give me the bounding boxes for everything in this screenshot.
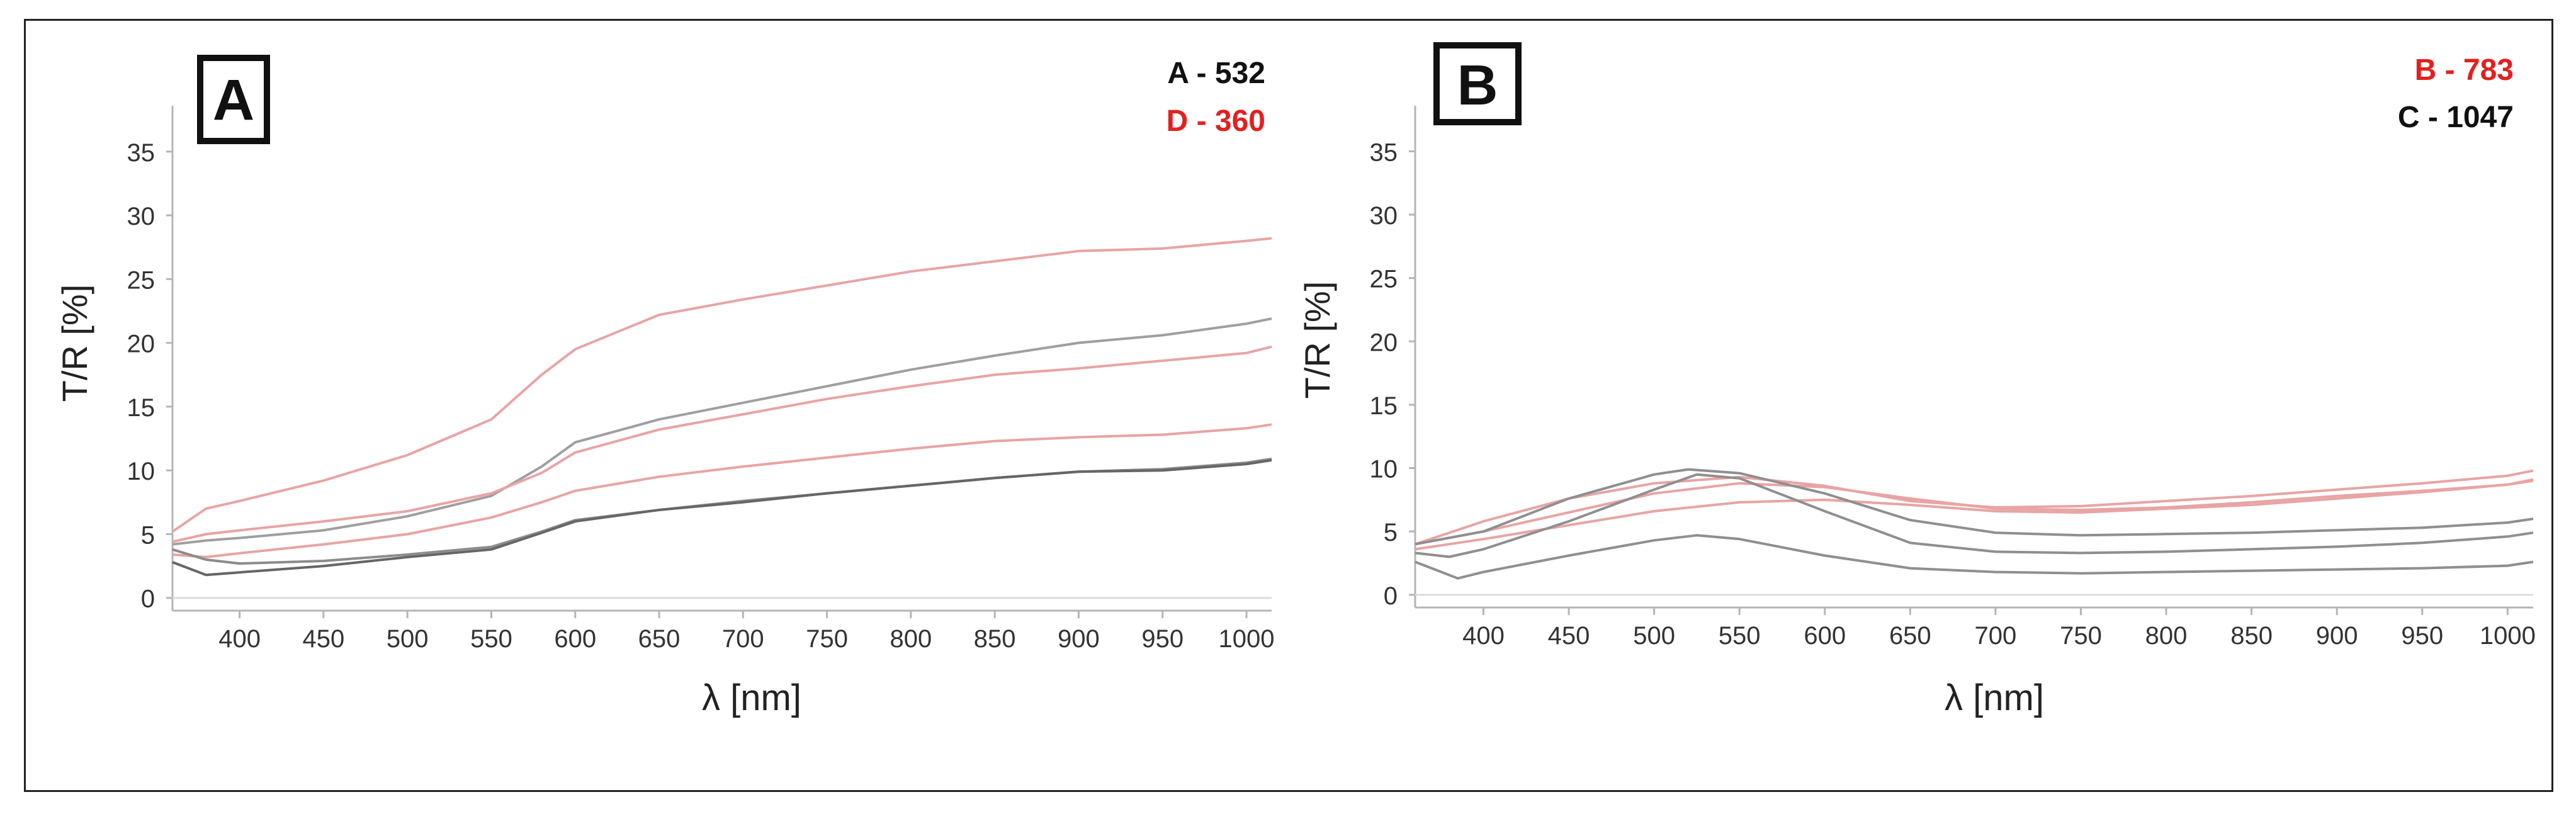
- y-tick-label: 5: [141, 521, 155, 549]
- y-tick-label: 5: [1384, 519, 1398, 546]
- x-tick-label: 450: [303, 625, 345, 653]
- figure-frame: [24, 19, 2553, 792]
- legend-entry-c-1047: C - 1047: [2398, 101, 2514, 134]
- y-tick-label: 25: [1370, 266, 1398, 293]
- series-line-b-5: [1415, 473, 2534, 558]
- y-tick-label: 0: [1384, 582, 1398, 610]
- panel-b: B B - 783 C - 1047 λ [nm] T/R [%] 0 5 10 15…: [1297, 42, 2536, 718]
- y-tick-label: 35: [1370, 138, 1398, 166]
- x-tick-label: 950: [1141, 625, 1183, 653]
- x-tick-label: 550: [1719, 622, 1761, 650]
- series-line-b-3: [1415, 478, 2534, 551]
- series-line-a-3: [172, 345, 1272, 543]
- y-tick-label: 10: [1370, 456, 1398, 483]
- x-tick-label: 900: [1058, 625, 1100, 653]
- series-line-a-4: [172, 423, 1272, 558]
- x-tick-label: 900: [2316, 622, 2358, 650]
- series-line-a-6: [172, 459, 1272, 577]
- y-tick-label: 35: [127, 139, 155, 167]
- x-tick-label: 600: [554, 625, 596, 653]
- x-tick-label: 950: [2401, 622, 2443, 650]
- x-tick-label: 600: [1804, 622, 1846, 650]
- y-axis-label-b: T/R [%]: [1297, 281, 1337, 399]
- y-tick-label: 30: [1370, 202, 1398, 230]
- series-line-b-1: [1415, 469, 2534, 546]
- panel-a-label: A: [213, 68, 254, 132]
- legend-entry-d-360: D - 360: [1167, 105, 1265, 138]
- x-axis-label-b: λ [nm]: [1945, 677, 2044, 718]
- y-tick-label: 20: [1370, 329, 1398, 356]
- x-tick-label: 850: [2230, 622, 2273, 650]
- y-tick-label: 25: [127, 266, 155, 294]
- legend-entry-b-783: B - 783: [2415, 54, 2514, 87]
- x-tick-label: 550: [470, 625, 512, 653]
- x-tick-label: 800: [890, 625, 932, 653]
- x-tick-label: 650: [1889, 622, 1931, 650]
- series-line-b-6: [1415, 534, 2534, 580]
- series-line-b-4: [1415, 468, 2534, 546]
- x-tick-label: 800: [2145, 622, 2188, 650]
- x-tick-label: 750: [2060, 622, 2102, 650]
- y-tick-label: 30: [127, 203, 155, 230]
- x-tick-label: 700: [1975, 622, 2017, 650]
- series-line-b-2: [1415, 479, 2534, 546]
- x-tick-label: 750: [806, 625, 848, 653]
- y-axis-label-a: T/R [%]: [55, 285, 94, 402]
- panel-b-label-box: [1433, 42, 1522, 125]
- y-tick-label: 10: [127, 458, 155, 485]
- x-tick-label: 1000: [1219, 625, 1275, 653]
- y-tick-label: 20: [127, 331, 155, 358]
- x-tick-label: 400: [218, 625, 261, 653]
- panel-b-label: B: [1457, 54, 1498, 117]
- x-tick-label: 650: [638, 625, 681, 653]
- series-line-a-2: [172, 317, 1272, 546]
- y-tick-label: 15: [1370, 392, 1398, 420]
- x-tick-label: 1000: [2480, 622, 2536, 650]
- series-line-a-1: [171, 237, 1272, 533]
- y-tick-label: 15: [127, 394, 155, 422]
- x-tick-label: 850: [974, 625, 1016, 653]
- y-tick-label: 0: [141, 585, 155, 613]
- x-tick-label: 700: [722, 625, 764, 653]
- panel-a: A A - 532 D - 360 λ [nm] T/R [%] 0 5 10 15 2…: [55, 55, 1275, 718]
- series-line-a-5: [172, 457, 1272, 565]
- x-tick-label: 400: [1462, 622, 1505, 650]
- x-axis-label-a: λ [nm]: [702, 677, 801, 718]
- legend-entry-a-532: A - 532: [1167, 57, 1265, 90]
- x-tick-label: 500: [1633, 622, 1675, 650]
- x-tick-label: 500: [387, 625, 429, 653]
- panel-a-label-box: [197, 55, 270, 144]
- x-tick-label: 450: [1548, 622, 1590, 650]
